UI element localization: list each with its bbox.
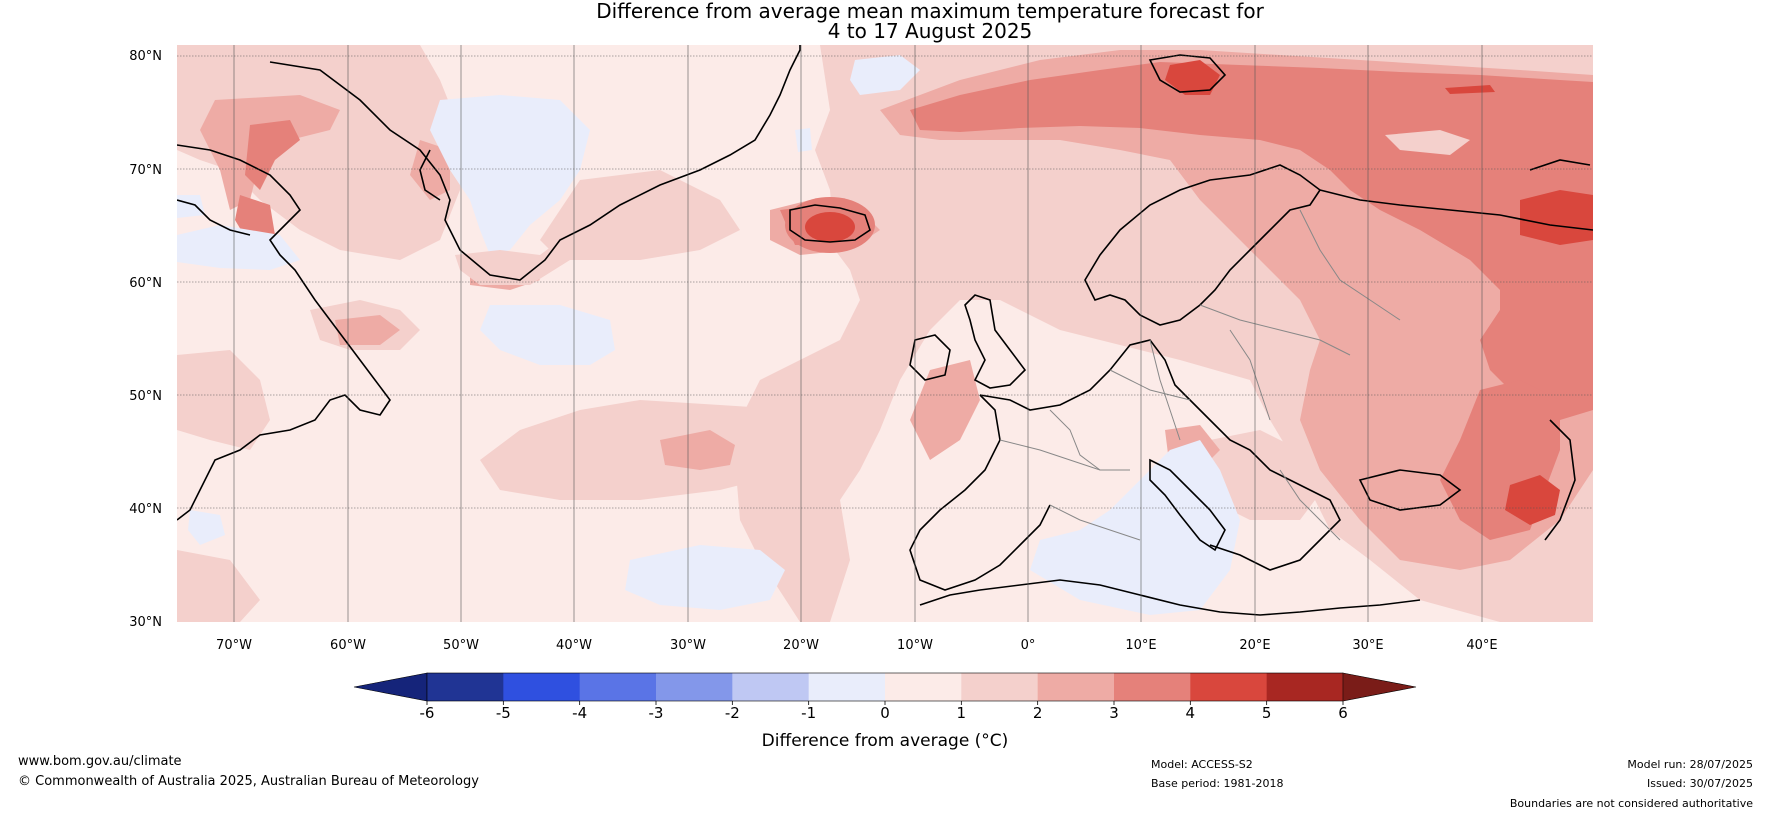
- lon-label: 50°W: [443, 638, 479, 653]
- lon-label: 40°E: [1466, 638, 1497, 653]
- longitude-labels: 70°W 60°W 50°W 40°W 30°W 20°W 10°W 0° 10…: [216, 638, 1498, 653]
- coastlines: [177, 45, 1593, 616]
- meridians: [233, 45, 1483, 622]
- colorbar-swatch: [961, 673, 1039, 701]
- footer-model-run: Model run: 28/07/2025: [1627, 758, 1753, 771]
- colorbar-tick-label: 0: [880, 704, 890, 722]
- lat-label: 80°N: [129, 49, 162, 64]
- latitude-labels: 80°N 70°N 60°N 50°N 40°N 30°N: [129, 49, 162, 630]
- colorbar-tick-label: 2: [1033, 704, 1043, 722]
- lon-label: 10°E: [1125, 638, 1156, 653]
- colorbar-tick-label: 4: [1186, 704, 1196, 722]
- lon-label: 30°E: [1352, 638, 1383, 653]
- greenland-rim-anomaly: [455, 240, 570, 285]
- lon-label: 0°: [1021, 638, 1036, 653]
- footer-disclaimer: Boundaries are not considered authoritat…: [1509, 797, 1753, 810]
- colorbar-tick-label: -1: [801, 704, 816, 722]
- colorbar-swatch: [732, 673, 810, 701]
- anomaly-band-4-5: [828, 60, 1593, 525]
- colorbar-tick-label: 5: [1262, 704, 1272, 722]
- colorbar-swatch: [1114, 673, 1191, 701]
- lat-label: 40°N: [129, 502, 162, 517]
- colorbar-tick-label: -3: [649, 704, 664, 722]
- colorbar-swatch: [885, 673, 962, 701]
- footer-issued: Issued: 30/07/2025: [1646, 777, 1753, 790]
- lon-label: 10°W: [897, 638, 933, 653]
- colorbar-tick-label: 1: [957, 704, 967, 722]
- lon-label: 20°W: [783, 638, 819, 653]
- map-title-line2: 4 to 17 August 2025: [827, 19, 1033, 43]
- lon-label: 60°W: [330, 638, 366, 653]
- colorbar-tick-label: -2: [725, 704, 740, 722]
- lat-label: 50°N: [129, 389, 162, 404]
- colorbar-tick-label: -5: [496, 704, 511, 722]
- footer-model: Model: ACCESS-S2: [1151, 758, 1253, 771]
- colorbar-label: Difference from average (°C): [762, 731, 1009, 751]
- lon-label: 20°E: [1239, 638, 1270, 653]
- colorbar-swatch: [808, 673, 886, 701]
- colorbar-swatch: [1266, 673, 1344, 701]
- map-title-line1: Difference from average mean maximum tem…: [596, 0, 1264, 23]
- lon-label: 70°W: [216, 638, 252, 653]
- iceland-anomaly: [785, 197, 875, 253]
- lon-label: 30°W: [670, 638, 706, 653]
- lon-label: 40°W: [556, 638, 592, 653]
- lat-label: 60°N: [129, 276, 162, 291]
- lat-label: 30°N: [129, 615, 162, 630]
- colorbar-low-extend: [353, 672, 428, 702]
- colorbar-swatch: [1190, 673, 1268, 701]
- colorbar-tick-label: 6: [1338, 704, 1348, 722]
- colorbar-tick-label: -4: [572, 704, 587, 722]
- colorbar-swatch: [503, 673, 581, 701]
- footer-copyright: © Commonwealth of Australia 2025, Austra…: [18, 774, 479, 789]
- colorbar-tick-label: -6: [420, 704, 435, 722]
- colorbar-high-extend: [1342, 672, 1417, 702]
- colorbar-swatch: [656, 673, 733, 701]
- lat-label: 70°N: [129, 163, 162, 178]
- footer-url: www.bom.gov.au/climate: [18, 754, 182, 769]
- colorbar-swatch: [1037, 673, 1115, 701]
- graticule: [177, 55, 1593, 509]
- anomaly-contours: [177, 45, 1593, 622]
- anomaly-band-neg1-0: [177, 55, 1240, 615]
- colorbar-tick-label: 3: [1109, 704, 1119, 722]
- colorbar-swatch: [427, 673, 504, 701]
- colorbar-swatch: [579, 673, 657, 701]
- colorbar: -6 -5 -4 -3 -2 -1 0 1 2 3 4 5 6: [353, 672, 1417, 722]
- footer-base-period: Base period: 1981-2018: [1151, 777, 1284, 790]
